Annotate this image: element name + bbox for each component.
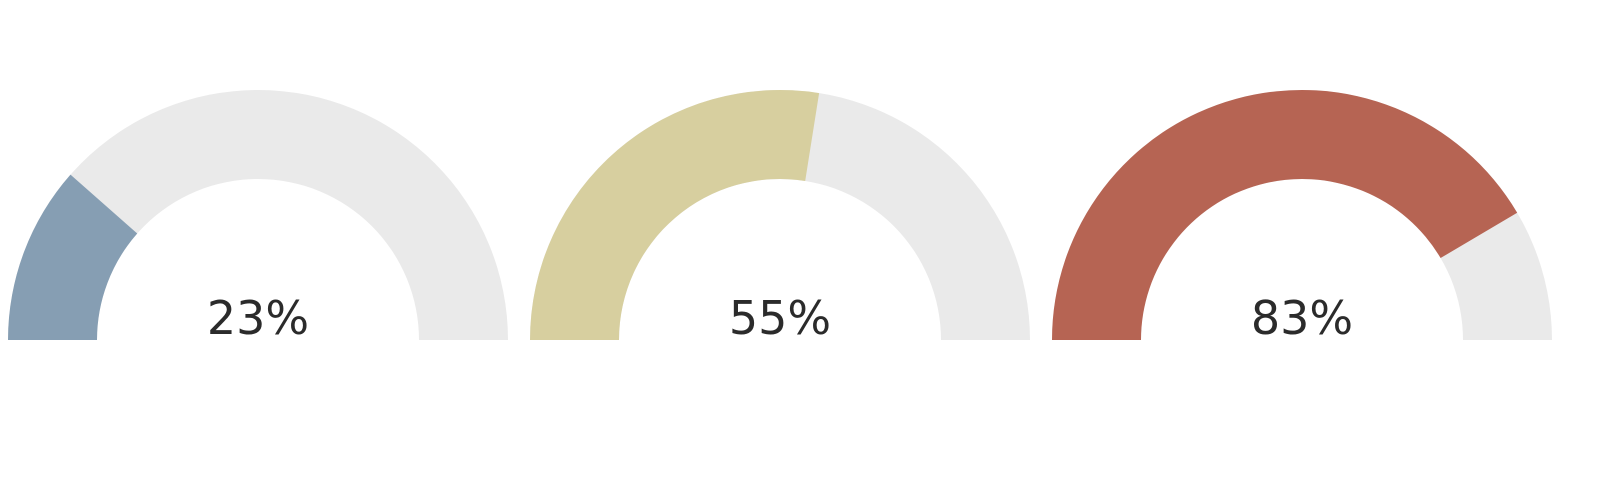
gauge-1-track (8, 90, 508, 340)
gauge-3: 83% (1052, 89, 1552, 345)
gauge-2-fill (530, 90, 820, 341)
gauge-2-label: 55% (729, 291, 831, 345)
gauge-3-label: 83% (1251, 291, 1353, 345)
gauge-2: 55% (530, 90, 1030, 345)
gauge-1: 23% (8, 90, 508, 345)
gauge-1-fill (8, 174, 138, 340)
gauge-3-fill (1052, 89, 1518, 340)
gauge-1-label: 23% (207, 291, 309, 345)
